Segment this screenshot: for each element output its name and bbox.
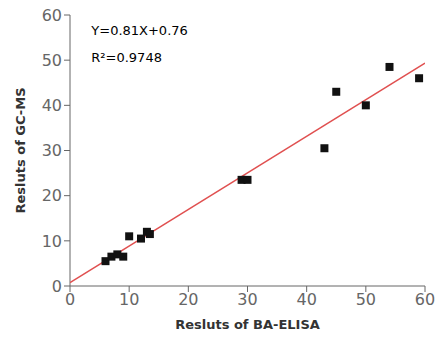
svg-text:0: 0 bbox=[65, 290, 75, 309]
svg-text:20: 20 bbox=[42, 186, 62, 205]
svg-text:40: 40 bbox=[296, 290, 316, 309]
svg-text:40: 40 bbox=[42, 96, 62, 115]
svg-text:20: 20 bbox=[178, 290, 198, 309]
svg-text:30: 30 bbox=[237, 290, 257, 309]
svg-text:Resluts of BA-ELISA: Resluts of BA-ELISA bbox=[175, 317, 320, 332]
html-text:Y=0.81X+0.76: Y=0.81X+0.76 bbox=[91, 23, 188, 39]
svg-text:10: 10 bbox=[42, 232, 62, 251]
svg-text:60: 60 bbox=[42, 6, 62, 25]
svg-text:50: 50 bbox=[356, 290, 376, 309]
svg-text:30: 30 bbox=[42, 141, 62, 160]
svg-text:50: 50 bbox=[42, 51, 62, 70]
svg-text:0: 0 bbox=[52, 277, 62, 296]
svg-text:60: 60 bbox=[415, 290, 435, 309]
html-text:R²=0.9748: R²=0.9748 bbox=[91, 50, 162, 66]
svg-text:Resluts of GC-MS: Resluts of GC-MS bbox=[13, 87, 28, 213]
svg-text:10: 10 bbox=[119, 290, 139, 309]
